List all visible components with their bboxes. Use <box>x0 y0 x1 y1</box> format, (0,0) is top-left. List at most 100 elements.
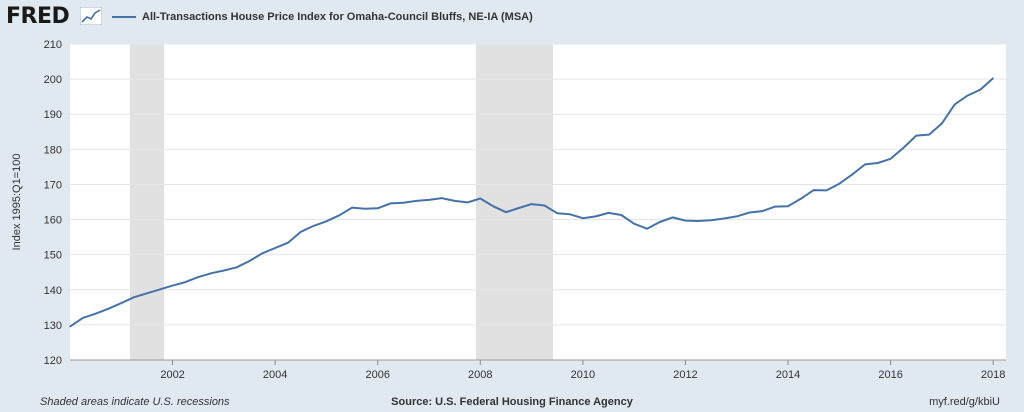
data-point-2009-Q4 <box>569 213 571 215</box>
data-point-2005-Q3 <box>351 207 353 209</box>
data-point-2007-Q4 <box>466 201 469 203</box>
x-tick-label-2012: 2012 <box>673 369 697 381</box>
y-tick-label-120: 120 <box>44 355 62 367</box>
data-point-2006-Q4 <box>415 200 417 202</box>
data-point-2004-Q4 <box>313 225 315 227</box>
data-point-2001-Q2 <box>133 296 135 298</box>
y-tick-label-140: 140 <box>44 285 62 297</box>
data-point-2005-Q4 <box>364 208 366 210</box>
data-point-2012-Q2 <box>697 220 699 222</box>
y-tick-label-150: 150 <box>44 250 62 262</box>
y-tick-label-200: 200 <box>44 74 62 86</box>
house-price-chart[interactable]: 120 130 140 150 160 170 180 190 200 210 2002 2004 20… <box>0 0 1024 394</box>
recession-band-1 <box>129 44 165 360</box>
data-point-2015-Q3 <box>864 163 866 166</box>
data-point-2011-Q1 <box>633 223 635 225</box>
data-point-2011-Q3 <box>659 221 661 223</box>
legend-series-label: All-Transactions House Price Index for O… <box>142 11 533 23</box>
data-point-2003-Q4 <box>261 252 263 254</box>
data-point-2003-Q3 <box>248 260 251 262</box>
data-point-2010-Q3 <box>607 212 610 214</box>
data-point-2016-Q3 <box>915 135 917 137</box>
y-tick-label-130: 130 <box>44 320 62 332</box>
data-point-2001-Q4 <box>159 288 161 291</box>
legend-swatch <box>112 16 136 18</box>
recession-note: Shaded areas indicate U.S. recessions <box>40 396 230 408</box>
data-point-2016-Q1 <box>890 158 892 160</box>
data-point-2016-Q4 <box>928 133 930 136</box>
data-point-2017-Q2 <box>954 103 956 105</box>
y-axis-label: Index 1995:Q1=100 <box>11 154 23 251</box>
data-point-2014-Q2 <box>800 198 802 200</box>
data-point-2002-Q1 <box>171 284 174 287</box>
data-point-2003-Q2 <box>236 266 238 268</box>
x-tick-label-2016: 2016 <box>878 369 902 381</box>
data-point-2002-Q3 <box>197 276 199 278</box>
source-note: Source: U.S. Federal Housing Finance Age… <box>391 396 633 408</box>
data-point-2008-Q1 <box>479 197 481 200</box>
y-tick-label-170: 170 <box>44 179 62 191</box>
data-point-2015-Q4 <box>877 162 879 164</box>
data-point-2013-Q4 <box>774 205 776 208</box>
data-point-2008-Q2 <box>492 205 494 207</box>
data-point-2012-Q3 <box>710 219 712 221</box>
data-point-2010-Q4 <box>620 214 622 216</box>
data-point-2006-Q2 <box>389 202 392 205</box>
data-point-2013-Q3 <box>761 210 763 212</box>
data-point-2000-Q4 <box>107 308 110 310</box>
chart-header: FRED All-Transactions House Price Index … <box>0 0 1024 34</box>
y-tick-label-190: 190 <box>44 109 62 121</box>
data-point-2005-Q2 <box>338 214 340 216</box>
data-point-2005-Q1 <box>325 220 328 222</box>
data-point-2006-Q1 <box>377 207 379 209</box>
x-tick-label-2006: 2006 <box>365 369 389 381</box>
data-point-2015-Q2 <box>851 174 853 176</box>
data-point-2012-Q1 <box>684 220 687 222</box>
line-graph-icon <box>80 7 102 25</box>
short-link[interactable]: myf.red/g/kbiU <box>929 396 1000 408</box>
data-point-2006-Q3 <box>402 202 404 204</box>
data-point-2003-Q1 <box>223 269 225 272</box>
x-tick-label-2008: 2008 <box>468 369 492 381</box>
recession-band-2 <box>476 44 553 360</box>
data-point-2001-Q3 <box>146 292 148 294</box>
data-point-2000-Q1 <box>69 326 71 328</box>
data-point-2001-Q1 <box>120 302 122 304</box>
data-point-2013-Q1 <box>736 215 738 217</box>
data-point-2004-Q3 <box>300 231 302 233</box>
y-tick-label-180: 180 <box>44 144 62 156</box>
data-point-2002-Q2 <box>184 281 186 283</box>
data-point-2000-Q2 <box>82 317 84 319</box>
data-point-2007-Q2 <box>441 197 443 199</box>
data-point-2009-Q3 <box>556 212 558 214</box>
data-point-2007-Q3 <box>454 200 456 202</box>
x-tick-label-2010: 2010 <box>571 369 595 381</box>
data-point-2014-Q3 <box>813 189 815 191</box>
data-point-2010-Q1 <box>582 217 584 219</box>
data-point-2004-Q1 <box>274 247 276 249</box>
data-point-2013-Q2 <box>748 211 751 214</box>
data-point-2018-Q1 <box>992 77 994 79</box>
data-point-2014-Q1 <box>787 205 789 207</box>
chart-legend: All-Transactions House Price Index for O… <box>112 9 533 25</box>
x-tick-label-2018: 2018 <box>981 369 1005 381</box>
data-point-2010-Q2 <box>595 215 597 217</box>
data-point-2009-Q1 <box>530 203 533 205</box>
data-point-2000-Q3 <box>95 313 97 315</box>
data-point-2015-Q1 <box>838 183 840 185</box>
data-point-2008-Q4 <box>518 207 520 209</box>
fred-logo[interactable]: FRED <box>6 4 70 29</box>
data-point-2007-Q1 <box>428 199 430 201</box>
data-point-2017-Q4 <box>979 89 981 91</box>
data-point-2009-Q2 <box>543 204 546 207</box>
x-tick-label-2002: 2002 <box>160 369 184 381</box>
y-tick-label-210: 210 <box>44 39 62 51</box>
data-point-2016-Q2 <box>902 147 905 149</box>
data-point-2004-Q2 <box>287 242 289 244</box>
x-tick-label-2004: 2004 <box>263 369 287 381</box>
data-point-2011-Q4 <box>672 216 674 219</box>
data-point-2012-Q4 <box>723 217 725 220</box>
data-point-2017-Q1 <box>941 122 943 124</box>
data-point-2014-Q4 <box>825 189 828 192</box>
y-tick-label-160: 160 <box>44 215 62 227</box>
